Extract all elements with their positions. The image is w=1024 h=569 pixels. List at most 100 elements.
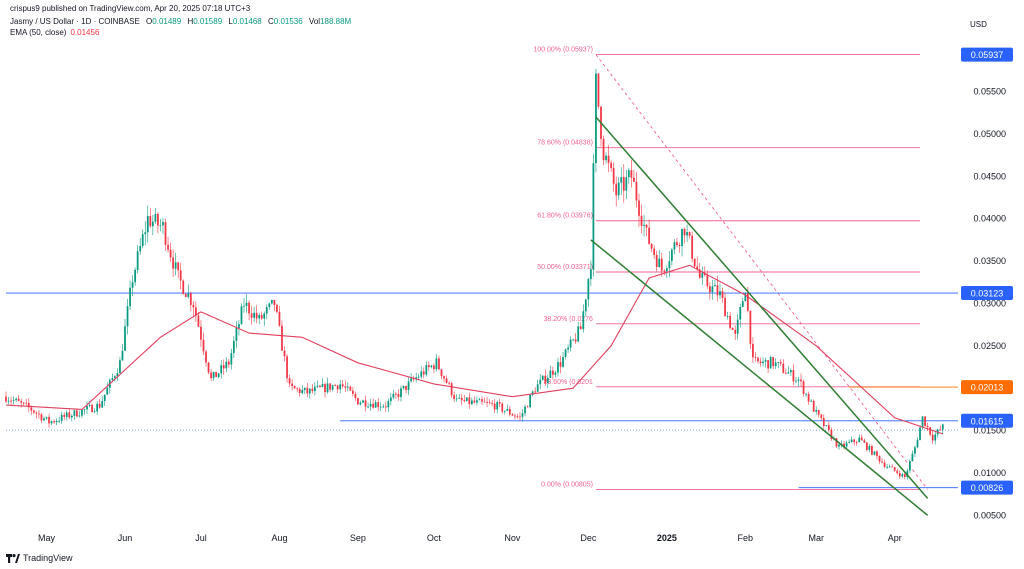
candle-body [615, 183, 618, 196]
candle-body [830, 429, 833, 440]
wedge-trendline [595, 116, 929, 499]
y-axis-tick-label: 0.05500 [973, 87, 1006, 97]
candle-body [939, 429, 942, 431]
candle-body [916, 440, 919, 448]
candle-body [303, 387, 306, 390]
candle-body [141, 234, 144, 247]
candle-body [346, 386, 349, 388]
x-axis-tick-label: Mar [808, 533, 824, 543]
x-axis-tick-label: Nov [504, 533, 521, 543]
candle-body [397, 393, 400, 398]
candle-body [564, 349, 567, 358]
ema-legend[interactable]: EMA (50, close) 0.01456 [10, 28, 99, 37]
candle-body [873, 451, 876, 455]
symbol-legend[interactable]: Jasmy / US Dollar · 1D · COINBASE O0.014… [10, 17, 351, 26]
candle-body [838, 444, 840, 447]
candle-body [587, 279, 590, 300]
candle-body [572, 339, 575, 341]
candle-body [369, 403, 372, 407]
price-badge [961, 286, 1013, 301]
candle-body [349, 386, 352, 391]
candle-body [569, 339, 572, 348]
brand-name: TradingView [23, 553, 73, 563]
candle-body [531, 391, 534, 395]
candle-body [655, 254, 658, 268]
candle-body [17, 398, 20, 402]
candle-body [392, 393, 395, 398]
x-axis-tick-label: Aug [271, 533, 287, 543]
candle-body [144, 232, 147, 235]
candle-body [757, 357, 759, 362]
candle-body [865, 442, 868, 450]
candle-body [909, 461, 911, 471]
candle-body [476, 400, 478, 403]
candle-body [800, 379, 802, 382]
candle-body [260, 315, 263, 319]
candle-body [934, 434, 937, 441]
candle-body [754, 357, 757, 359]
low-label: L [228, 17, 233, 26]
tradingview-logo[interactable]: TradingView [6, 553, 73, 563]
candle-body [620, 177, 623, 183]
currency-label[interactable]: USD [970, 20, 987, 29]
candle-body [68, 412, 71, 418]
candle-body [597, 73, 600, 107]
candle-body [412, 378, 415, 380]
candle-body [189, 293, 192, 305]
candle-body [367, 406, 369, 408]
candle-body [286, 356, 288, 379]
candle-body [270, 299, 273, 304]
candle-body [220, 365, 223, 374]
candle-body [886, 466, 888, 468]
candle-body [230, 352, 233, 365]
x-axis-tick-label: May [38, 533, 56, 543]
candle-body [149, 216, 152, 227]
candle-body [395, 393, 397, 395]
candle-body [374, 402, 377, 408]
candle-body [617, 182, 620, 196]
candle-body [524, 406, 526, 414]
candle-body [240, 306, 243, 325]
candle-body [184, 294, 187, 298]
candle-body [126, 306, 129, 327]
candle-body [729, 315, 732, 329]
candle-body [422, 371, 425, 375]
x-axis-tick-label: Oct [427, 533, 442, 543]
candle-body [445, 378, 448, 383]
candle-body [334, 385, 337, 387]
candle-body [721, 291, 724, 298]
y-axis-tick-label: 0.02500 [973, 341, 1006, 351]
candle-body [926, 425, 929, 428]
candle-body [278, 311, 281, 326]
candle-body [817, 409, 820, 415]
fib-trend-line [595, 54, 928, 490]
candle-body [858, 437, 861, 443]
wedge-trendline [590, 239, 929, 516]
candle-body [164, 222, 167, 245]
price-badge-label: 0.03123 [971, 289, 1004, 299]
candle-body [389, 397, 392, 402]
candle-body [291, 383, 293, 386]
candle-body [552, 370, 554, 375]
candle-body [784, 372, 787, 374]
candle-body [731, 328, 734, 330]
candle-body [458, 397, 461, 399]
candle-body [648, 227, 650, 244]
candle-body [815, 409, 818, 412]
candle-body [377, 402, 380, 407]
candle-body [622, 177, 625, 191]
candle-body [146, 216, 149, 233]
candle-body [232, 340, 235, 353]
candle-body [708, 286, 711, 293]
candle-body [197, 315, 200, 327]
symbol-name: Jasmy / US Dollar · 1D · COINBASE [10, 17, 140, 26]
candle-body [438, 358, 440, 370]
candle-body [45, 416, 48, 419]
candle-body [481, 399, 483, 402]
ema-50-line [5, 264, 943, 435]
candle-body [762, 361, 764, 364]
candle-body [70, 415, 73, 418]
published-caption: crispus9 published on TradingView.com, A… [10, 4, 251, 13]
candle-body [660, 258, 663, 271]
